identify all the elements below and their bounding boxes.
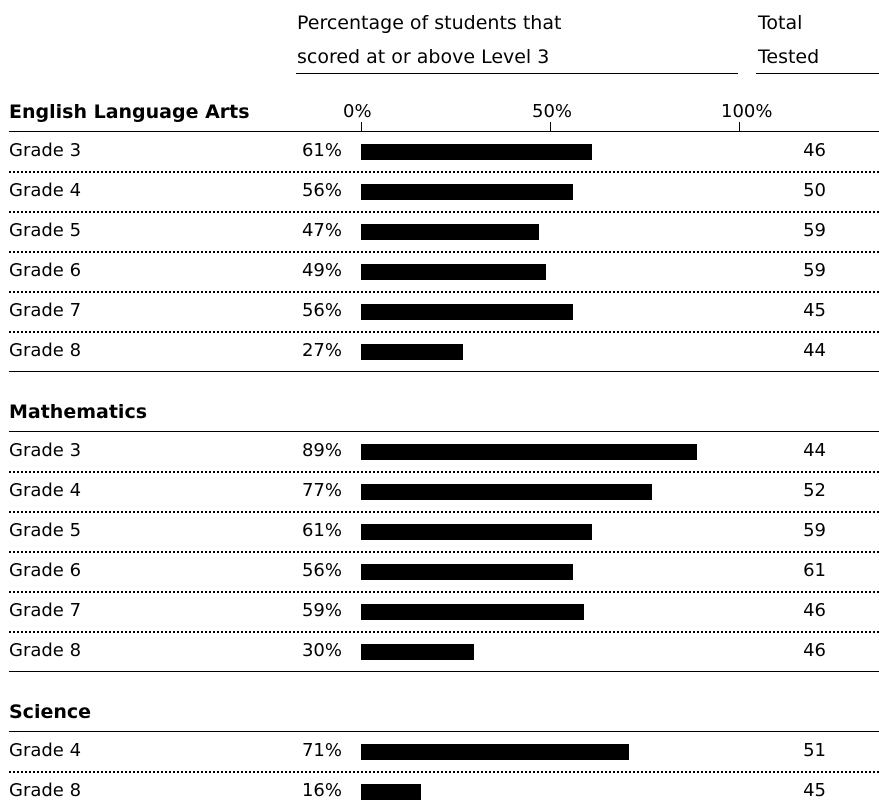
total-tested-value: 59: [803, 220, 826, 241]
value-label: 47%: [301, 220, 342, 241]
x-tick-mark: [550, 122, 551, 131]
row-label: Grade 4: [9, 740, 82, 761]
total-tested-value: 51: [803, 740, 826, 761]
bar: [361, 444, 698, 460]
bar: [361, 744, 630, 760]
section-top-rule: [9, 131, 879, 132]
value-label: 27%: [301, 340, 342, 361]
total-tested-value: 44: [803, 440, 826, 461]
section-title: Science: [9, 701, 92, 723]
row-label: Grade 4: [9, 480, 82, 501]
x-tick-label: 50%: [532, 101, 573, 122]
section-bottom-rule: [9, 371, 879, 372]
total-tested-value: 50: [803, 180, 826, 201]
row-label: Grade 3: [9, 140, 82, 161]
bar: [361, 224, 539, 240]
x-tick-label: 100%: [721, 101, 773, 122]
bar: [361, 524, 592, 540]
total-column-title: Total Tested: [758, 6, 819, 74]
total-tested-value: 44: [803, 340, 826, 361]
row-separator: [9, 171, 879, 173]
section-top-rule: [9, 731, 879, 732]
total-title-underline: [756, 73, 879, 74]
value-label: 71%: [301, 740, 342, 761]
total-tested-value: 59: [803, 260, 826, 281]
value-label: 77%: [301, 480, 342, 501]
percent-column-title: Percentage of students that scored at or…: [297, 6, 561, 74]
bar: [361, 564, 573, 580]
total-tested-value: 46: [803, 140, 826, 161]
bar: [361, 484, 653, 500]
bar: [361, 344, 464, 360]
value-label: 61%: [301, 520, 342, 541]
row-separator: [9, 511, 879, 513]
x-tick-mark: [739, 122, 740, 131]
row-label: Grade 4: [9, 180, 82, 201]
total-tested-value: 52: [803, 480, 826, 501]
value-label: 16%: [301, 780, 342, 801]
row-label: Grade 6: [9, 260, 82, 281]
value-label: 56%: [301, 560, 342, 581]
value-label: 59%: [301, 600, 342, 621]
row-label: Grade 5: [9, 220, 82, 241]
row-label: Grade 6: [9, 560, 82, 581]
row-separator: [9, 771, 879, 773]
section-bottom-rule: [9, 671, 879, 672]
total-tested-value: 45: [803, 780, 826, 801]
row-separator: [9, 631, 879, 633]
row-separator: [9, 331, 879, 333]
section-title: Mathematics: [9, 401, 148, 423]
row-separator: [9, 551, 879, 553]
bar: [361, 644, 475, 660]
total-tested-value: 59: [803, 520, 826, 541]
row-label: Grade 3: [9, 440, 82, 461]
bar: [361, 144, 592, 160]
total-tested-value: 46: [803, 600, 826, 621]
total-tested-value: 61: [803, 560, 826, 581]
row-separator: [9, 211, 879, 213]
row-label: Grade 7: [9, 300, 82, 321]
percent-title-line1: Percentage of students that: [297, 12, 562, 34]
x-tick-label: 0%: [343, 101, 372, 122]
row-separator: [9, 591, 879, 593]
section-title: English Language Arts: [9, 101, 250, 123]
value-label: 61%: [301, 140, 342, 161]
row-label: Grade 8: [9, 640, 82, 661]
bar: [361, 604, 585, 620]
row-label: Grade 8: [9, 340, 82, 361]
value-label: 56%: [301, 180, 342, 201]
total-tested-value: 45: [803, 300, 826, 321]
row-label: Grade 8: [9, 780, 82, 801]
value-label: 89%: [301, 440, 342, 461]
bar: [361, 184, 573, 200]
total-tested-value: 46: [803, 640, 826, 661]
row-separator: [9, 291, 879, 293]
bar: [361, 784, 422, 800]
row-label: Grade 5: [9, 520, 82, 541]
x-tick-mark: [361, 122, 362, 131]
value-label: 30%: [301, 640, 342, 661]
bar: [361, 304, 573, 320]
value-label: 56%: [301, 300, 342, 321]
total-title-line1: Total: [758, 12, 803, 34]
percent-title-underline: [296, 73, 738, 74]
row-separator: [9, 471, 879, 473]
row-separator: [9, 251, 879, 253]
total-title-line2: Tested: [758, 46, 820, 68]
value-label: 49%: [301, 260, 342, 281]
bar: [361, 264, 547, 280]
percent-title-line2: scored at or above Level 3: [297, 46, 550, 68]
row-label: Grade 7: [9, 600, 82, 621]
section-top-rule: [9, 431, 879, 432]
